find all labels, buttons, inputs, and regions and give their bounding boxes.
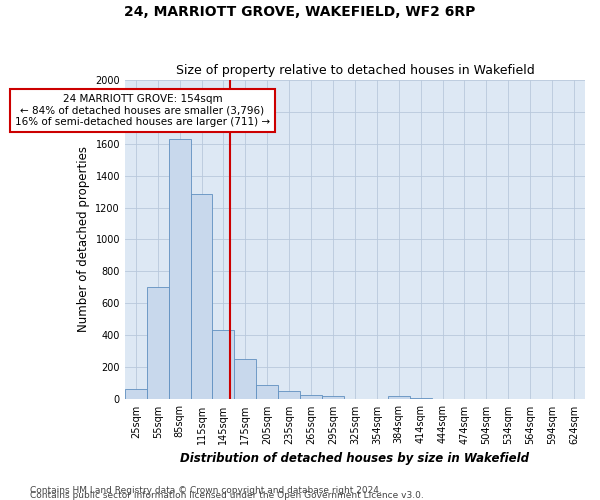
Bar [235, 359, 256, 400]
Bar [169, 138, 191, 400]
Y-axis label: Number of detached properties: Number of detached properties [77, 146, 90, 332]
Bar [388, 396, 410, 400]
Text: 24, MARRIOTT GROVE, WAKEFIELD, WF2 6RP: 24, MARRIOTT GROVE, WAKEFIELD, WF2 6RP [124, 5, 476, 19]
Bar [147, 288, 169, 400]
Bar [125, 389, 147, 400]
Text: Contains HM Land Registry data © Crown copyright and database right 2024.: Contains HM Land Registry data © Crown c… [30, 486, 382, 495]
Bar [212, 330, 235, 400]
Bar [256, 386, 278, 400]
Bar [300, 395, 322, 400]
Text: 24 MARRIOTT GROVE: 154sqm
← 84% of detached houses are smaller (3,796)
16% of se: 24 MARRIOTT GROVE: 154sqm ← 84% of detac… [15, 94, 270, 127]
Bar [278, 392, 300, 400]
X-axis label: Distribution of detached houses by size in Wakefield: Distribution of detached houses by size … [181, 452, 529, 465]
Title: Size of property relative to detached houses in Wakefield: Size of property relative to detached ho… [176, 64, 534, 77]
Bar [410, 398, 431, 400]
Bar [191, 194, 212, 400]
Bar [322, 396, 344, 400]
Text: Contains public sector information licensed under the Open Government Licence v3: Contains public sector information licen… [30, 491, 424, 500]
